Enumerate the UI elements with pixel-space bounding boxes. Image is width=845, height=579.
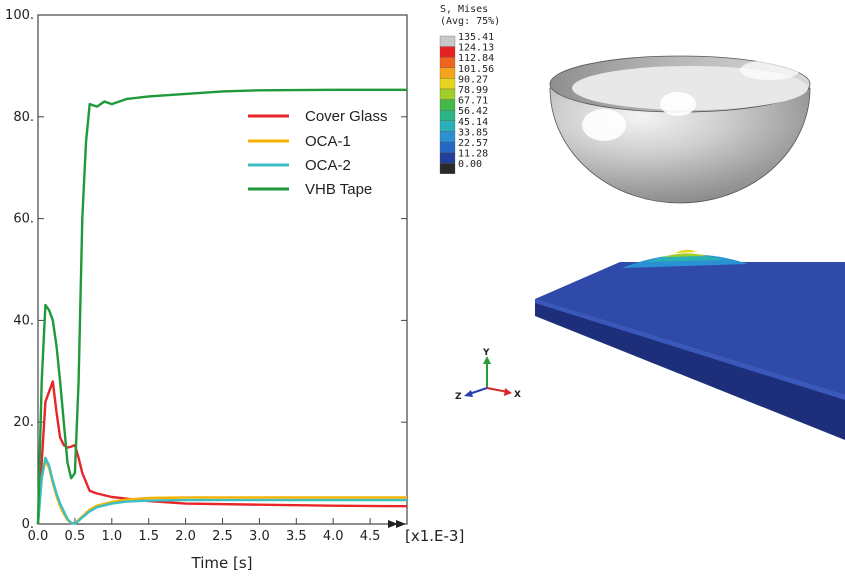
y-axis-ticks: 0. 20. 40. 60. 80. 100. bbox=[5, 8, 407, 532]
x-tick-label: 2.0 bbox=[175, 529, 196, 544]
contour-value: 0.00 bbox=[458, 159, 482, 170]
contour-value: 112.84 bbox=[458, 53, 494, 64]
contour-swatch bbox=[439, 120, 456, 132]
contour-value: 22.57 bbox=[458, 138, 488, 149]
y-tick-label: 100. bbox=[5, 8, 34, 23]
series-line-vhb-tape bbox=[36, 88, 407, 525]
x-tick-label: 2.5 bbox=[212, 529, 233, 544]
y-tick-label: 40. bbox=[13, 313, 34, 328]
legend-label-oca-1: OCA-1 bbox=[305, 133, 351, 150]
contour-swatch bbox=[439, 141, 456, 153]
plate-model bbox=[535, 249, 845, 440]
contour-value: 33.85 bbox=[458, 127, 488, 138]
contour-swatch bbox=[439, 35, 456, 47]
x-axis-ticks: 0.0 0.5 1.0 1.5 2.0 2.5 3.0 3.5 4.0 4.5 bbox=[28, 518, 381, 544]
x-axis-arrow-icon bbox=[388, 520, 406, 528]
x-tick-label: 4.0 bbox=[323, 529, 344, 544]
contour-value: 90.27 bbox=[458, 74, 488, 85]
contour-value: 45.14 bbox=[458, 117, 488, 128]
y-tick-label: 60. bbox=[13, 212, 34, 227]
triad-x-label: X bbox=[514, 390, 521, 400]
contour-value: 135.41 bbox=[458, 32, 494, 43]
contour-swatch bbox=[439, 88, 456, 100]
contour-swatch bbox=[439, 152, 456, 164]
y-tick-label: 0. bbox=[22, 517, 34, 532]
x-tick-label: 3.5 bbox=[286, 529, 307, 544]
x-tick-label: 3.0 bbox=[249, 529, 270, 544]
legend-label-cover-glass: Cover Glass bbox=[305, 108, 388, 125]
contour-value: 124.13 bbox=[458, 43, 494, 54]
y-tick-label: 20. bbox=[13, 415, 34, 430]
legend: Cover Glass OCA-1 OCA-2 VHB Tape bbox=[248, 108, 388, 198]
x-tick-label: 0.5 bbox=[65, 529, 86, 544]
contour-swatch bbox=[439, 67, 456, 79]
x-axis-icon bbox=[486, 387, 509, 393]
contour-swatch bbox=[439, 78, 456, 90]
x-tick-label: 1.5 bbox=[138, 529, 159, 544]
x-tick-label: 4.5 bbox=[360, 529, 381, 544]
series-line-oca-2 bbox=[36, 456, 407, 525]
triad-y-label: Y bbox=[482, 348, 490, 358]
contour-value: 101.56 bbox=[458, 64, 494, 75]
contour-legend: S, Mises (Avg: 75%) 135.41124.13112.8410… bbox=[439, 4, 500, 174]
x-axis-label: Time [s] bbox=[191, 554, 253, 572]
hemisphere-model bbox=[549, 55, 811, 204]
contour-swatch bbox=[439, 46, 456, 58]
y-tick-label: 80. bbox=[13, 110, 34, 125]
x-tick-label: 1.0 bbox=[101, 529, 122, 544]
contour-value: 56.42 bbox=[458, 106, 488, 117]
contour-swatch bbox=[439, 57, 456, 68]
contour-legend-subtitle: (Avg: 75%) bbox=[440, 16, 500, 27]
series-lines bbox=[36, 88, 408, 525]
triad-z-label: Z bbox=[455, 392, 462, 402]
contour-swatch bbox=[439, 99, 456, 111]
series-line-cover-glass bbox=[36, 380, 408, 525]
contour-value: 11.28 bbox=[458, 149, 488, 160]
contour-swatch bbox=[439, 163, 456, 174]
coordinate-triad: Y X Z bbox=[455, 348, 521, 402]
contour-value: 78.99 bbox=[458, 85, 488, 96]
contour-value: 67.71 bbox=[458, 96, 488, 107]
legend-label-vhb-tape: VHB Tape bbox=[305, 181, 372, 198]
contour-swatch bbox=[439, 131, 456, 143]
contour-legend-title: S, Mises bbox=[440, 4, 488, 15]
contour-swatch bbox=[439, 110, 456, 121]
z-axis-icon bbox=[468, 387, 488, 395]
x-tick-label: 0.0 bbox=[28, 529, 49, 544]
x-multiplier-label: [x1.E-3] bbox=[405, 527, 464, 545]
legend-label-oca-2: OCA-2 bbox=[305, 157, 351, 174]
